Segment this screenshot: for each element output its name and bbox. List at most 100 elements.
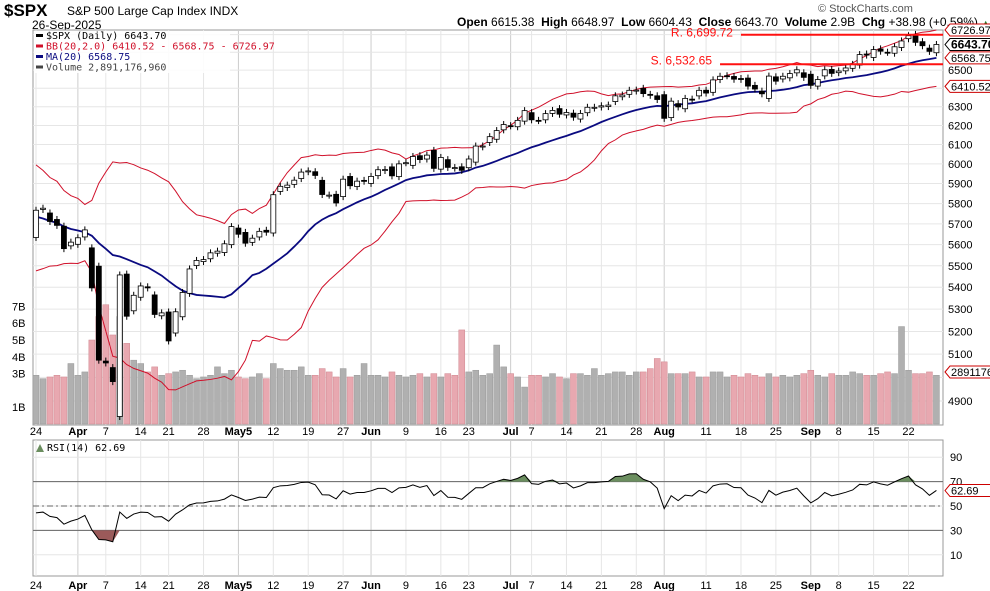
price-tick-label: 5200 bbox=[948, 326, 972, 338]
volume-bar bbox=[667, 373, 675, 425]
volume-bar bbox=[444, 373, 452, 425]
volume-bar bbox=[912, 373, 919, 425]
volume-bar bbox=[891, 373, 898, 425]
volume-bar bbox=[821, 376, 828, 425]
close-value: 6643.70 bbox=[734, 15, 778, 29]
bb-legend-swatch bbox=[36, 44, 43, 48]
candle-body bbox=[326, 194, 333, 197]
candle-body bbox=[137, 285, 144, 298]
volume-bar bbox=[640, 371, 647, 425]
price-legend: $SPX (Daily) 6643.70 bbox=[46, 31, 166, 42]
candle-body bbox=[528, 112, 535, 121]
x-tick-label: Aug bbox=[654, 426, 675, 438]
volume-bar bbox=[158, 375, 165, 425]
x-tick-label: 8 bbox=[836, 426, 842, 438]
x-tick-label: 16 bbox=[435, 580, 447, 591]
rsi-panel bbox=[32, 439, 944, 577]
volume-bar bbox=[472, 369, 479, 425]
watermark: © StockCharts.com bbox=[818, 3, 913, 15]
candle-body bbox=[214, 250, 221, 254]
candle-body bbox=[772, 76, 779, 82]
candle-body bbox=[745, 77, 751, 87]
candle-body bbox=[458, 166, 465, 171]
volume-bar bbox=[681, 373, 689, 425]
candle-body bbox=[298, 171, 305, 179]
candle-body bbox=[333, 193, 340, 204]
volume-bar bbox=[744, 373, 752, 425]
x-tick-label: 27 bbox=[337, 580, 349, 591]
candle-body bbox=[207, 252, 214, 260]
candle-body bbox=[549, 110, 556, 114]
price-tick-label: 5900 bbox=[948, 179, 972, 191]
candle-body bbox=[647, 93, 654, 96]
candle-body bbox=[661, 94, 668, 119]
x-tick-label: 9 bbox=[403, 580, 409, 591]
candle-body bbox=[228, 226, 235, 246]
volume-bar bbox=[605, 373, 612, 425]
volume-bar bbox=[32, 375, 40, 425]
volume-bar bbox=[486, 373, 493, 425]
candle-body bbox=[172, 311, 179, 334]
volume-bar bbox=[332, 376, 340, 425]
volume-bar bbox=[346, 376, 354, 425]
volume-bar bbox=[235, 376, 242, 425]
volume-bar bbox=[828, 373, 835, 425]
volume-bar bbox=[374, 375, 382, 425]
candle-body bbox=[291, 179, 298, 185]
x-tick-label: Jun bbox=[361, 580, 381, 591]
candle-body bbox=[200, 259, 207, 262]
price-tag: 6726.97 bbox=[951, 25, 990, 37]
volume-bar bbox=[591, 368, 598, 425]
volume-bar bbox=[919, 373, 926, 425]
rsi-tick-label: 90 bbox=[950, 452, 962, 464]
x-tick-label: 9 bbox=[403, 426, 409, 438]
volume-bar bbox=[249, 376, 256, 425]
candle-body bbox=[563, 112, 570, 116]
x-tick-label: May5 bbox=[225, 580, 253, 591]
candle-body bbox=[305, 170, 312, 173]
bollinger-lower-line bbox=[35, 85, 937, 391]
candle-body bbox=[382, 169, 388, 171]
volume-bar bbox=[360, 363, 368, 425]
x-tick-label: 14 bbox=[560, 426, 572, 438]
volume-bar bbox=[549, 373, 556, 425]
volume-bar bbox=[172, 371, 179, 425]
volume-bar bbox=[751, 375, 759, 425]
volume-bar bbox=[563, 378, 570, 425]
x-tick-label: 19 bbox=[302, 426, 314, 438]
volume-bar bbox=[528, 375, 535, 425]
x-tick-label: 28 bbox=[630, 426, 642, 438]
chg-label: Chg bbox=[861, 15, 886, 29]
volume-bar bbox=[765, 373, 773, 425]
x-tick-label: 25 bbox=[770, 580, 782, 591]
volume-bar bbox=[395, 375, 403, 425]
x-tick-label: 7 bbox=[103, 426, 109, 438]
volume-bar bbox=[81, 371, 89, 425]
candle-body bbox=[577, 113, 584, 120]
x-tick-label: Apr bbox=[68, 426, 88, 438]
candle-body bbox=[863, 53, 870, 56]
candle-body bbox=[40, 207, 46, 210]
x-tick-label: 21 bbox=[595, 426, 607, 438]
volume-bar bbox=[723, 376, 731, 425]
volume-bar bbox=[458, 329, 466, 425]
volume-bar bbox=[521, 386, 528, 425]
volume-bar bbox=[835, 375, 842, 425]
index-name: S&P 500 Large Cap Index INDX bbox=[67, 4, 238, 18]
volume-bar bbox=[933, 375, 940, 425]
symbol: $SPX bbox=[4, 1, 48, 20]
volume-bar bbox=[856, 373, 863, 425]
volume-bar bbox=[598, 375, 605, 425]
candle-body bbox=[277, 185, 284, 192]
price-tag-box bbox=[944, 79, 990, 93]
candle-body bbox=[905, 35, 912, 40]
candle-body bbox=[396, 163, 402, 178]
x-tick-label: 21 bbox=[162, 426, 174, 438]
rsi-tag: 62.69 bbox=[951, 486, 979, 498]
volume-tick-label: 3B bbox=[12, 369, 25, 381]
volume-bar bbox=[451, 375, 459, 425]
x-tick-label: Sep bbox=[801, 580, 821, 591]
volume-bar bbox=[123, 343, 130, 425]
volume-bar bbox=[779, 375, 787, 425]
volume-bar bbox=[842, 375, 849, 425]
